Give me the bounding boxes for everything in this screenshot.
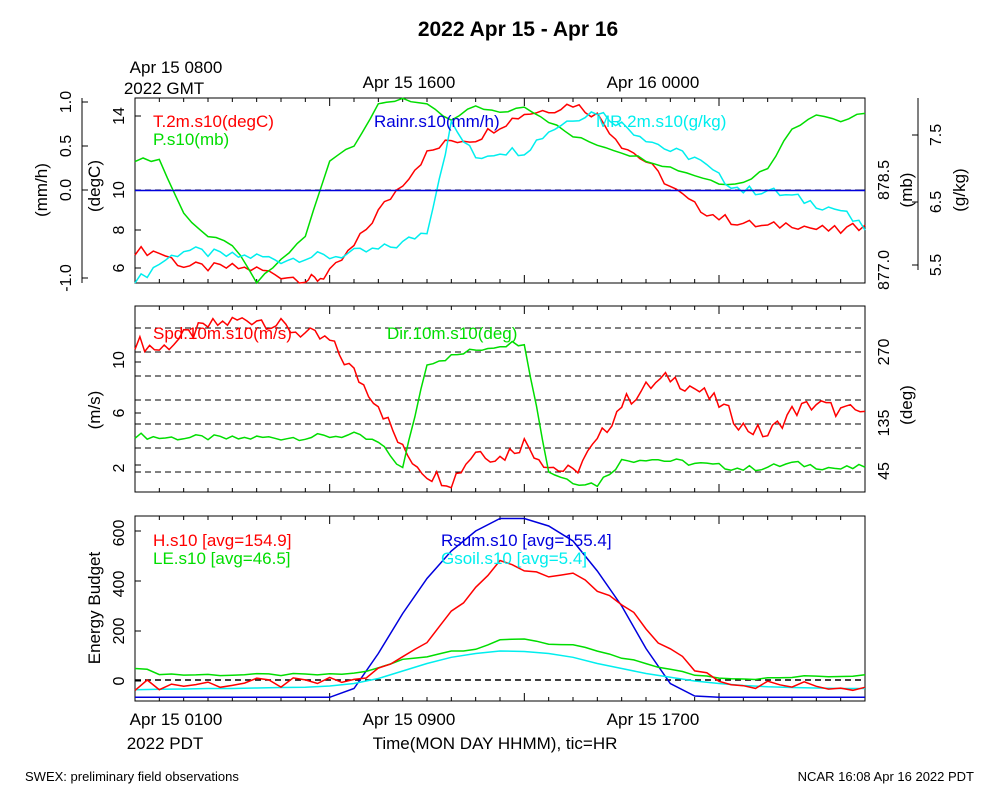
speed-tick-label: 2 [111,463,128,472]
rain-tick-label: 0.0 [58,179,75,201]
mixing-ratio-tick-label: 5.5 [928,254,945,276]
legend-rain-rate: Rainr.s10(mm/h) [374,112,500,131]
rain-tick-label: 0.5 [58,135,75,157]
legend-wind-direction: Dir.10m.s10(deg) [387,324,517,343]
legend-sensible-heat: H.s10 [avg=154.9] [153,531,291,550]
rain-tick-label: 1.0 [58,91,75,113]
legend-latent-heat: LE.s10 [avg=46.5] [153,549,291,568]
footer-source: SWEX: preliminary field observations [25,769,239,784]
panel-1-mixing-ratio-axis-label: (g/kg) [950,168,969,211]
pressure-tick-label: 877.0 [876,250,893,290]
bottom-axis-tick-label: Apr 15 1700 [607,710,700,729]
energy-tick-label: 600 [111,520,128,547]
hour-ticks [134,98,866,701]
mixing-ratio-tick-label: 7.5 [928,124,945,146]
panel-3-series [134,517,866,699]
x-axis-title: Time(MON DAY HHMM), tic=HR [373,734,618,753]
footer-timestamp: NCAR 16:08 Apr 16 2022 PDT [798,769,974,784]
panel-1-series [134,97,866,285]
latent-heat-line [134,638,866,681]
panel-1-pressure-axis-label: (mb) [897,173,916,208]
direction-tick-label: 45 [876,462,893,480]
sensible-heat-line [134,559,866,692]
top-axis-first-label-year: 2022 GMT [124,79,204,98]
speed-tick-label: 6 [111,408,128,417]
temp-tick-label: 6 [111,263,128,272]
direction-tick-label: 135 [876,410,893,437]
legend-wind-speed: Spd.10m.s10(m/s) [153,324,292,343]
figure-title: 2022 Apr 15 - Apr 16 [418,18,618,41]
energy-tick-label: 200 [111,618,128,645]
speed-tick-label: 10 [111,351,128,369]
energy-tick-label: 400 [111,571,128,598]
mixing-ratio-line [134,111,866,284]
panel-1-rain-axis-label: (mm/h) [32,163,51,217]
temp-tick-label: 8 [111,225,128,234]
top-axis-first-label: Apr 15 0800 [130,58,223,77]
temperature-line [134,103,866,284]
panel-2-speed-axis-label: (m/s) [85,391,104,430]
direction-tick-label: 270 [876,339,893,366]
soil-heat-line [134,650,865,691]
legend-soil-heat: Gsoil.s10 [avg=5.4] [441,549,587,568]
legend-mixing-ratio: MR.2m.s10(g/kg) [596,112,726,131]
legend-pressure: P.s10(mb) [153,130,229,149]
temp-tick-label: 14 [111,107,128,125]
panel-1-temp-axis-label: (degC) [85,160,104,212]
wind-speed-line [134,316,866,489]
net-radiation-line [135,517,865,699]
legend-net-radiation: Rsum.s10 [avg=155.4] [441,531,612,550]
panel-3-energy-axis-label: Energy Budget [85,551,104,664]
top-axis-tick-label: Apr 15 1600 [363,73,456,92]
pressure-tick-label: 878.5 [876,160,893,200]
bottom-axis-first-label-year: 2022 PDT [127,734,204,753]
legend-temperature: T.2m.s10(degC) [153,112,274,131]
pressure-line [134,97,866,285]
energy-tick-label: 0 [111,676,128,685]
mixing-ratio-tick-label: 6.5 [928,191,945,213]
bottom-axis-tick-label: Apr 15 0900 [363,710,456,729]
panel-2-series [134,316,866,489]
rain-tick-label: -1.0 [58,264,75,292]
top-axis-tick-label: Apr 16 0000 [607,73,700,92]
direction-reference-lines [135,327,865,473]
temp-tick-label: 10 [111,181,128,199]
wind-direction-line [134,340,866,488]
bottom-axis-first-label: Apr 15 0100 [130,710,223,729]
panel-2-direction-axis-label: (deg) [897,385,916,425]
